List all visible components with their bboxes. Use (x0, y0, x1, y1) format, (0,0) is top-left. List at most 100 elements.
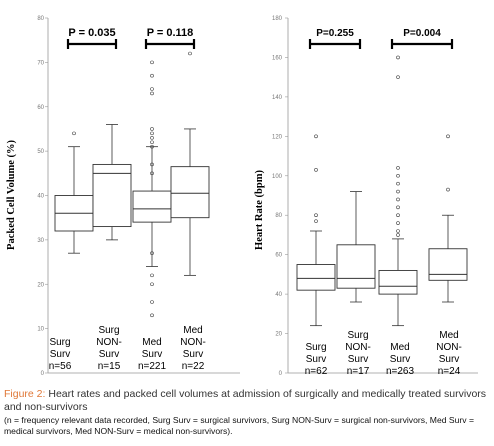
pcv-comparison-1: P = 0.035 (66, 27, 118, 49)
iqr-box (378, 269, 418, 295)
outlier-point (150, 60, 154, 65)
category-label-line: n=24 (438, 366, 461, 377)
pcv-box-4 (170, 51, 210, 276)
hr-y-axis-label: Heart Rate (bpm) (254, 170, 265, 250)
hr-ytick-label: 20 (275, 332, 282, 338)
category-label-line: Surv (99, 349, 120, 360)
pcv-category-label-4: Med NON-Surv n=22 (180, 325, 206, 372)
category-label-line: Med (390, 342, 409, 353)
pcv-box-1 (54, 131, 94, 254)
iqr-box (170, 166, 210, 219)
outlier-point (396, 173, 400, 178)
outlier-point (396, 55, 400, 60)
p-value-label: P=0.255 (316, 28, 354, 39)
pcv-ytick-label: 30 (37, 238, 44, 244)
hr-ytick-label: 60 (275, 253, 282, 259)
category-label-line: Surv (142, 349, 163, 360)
outlier-point (150, 313, 154, 318)
hr-box-3 (378, 55, 418, 327)
hr-ytick-label: 180 (272, 16, 283, 22)
pcv-ytick-label: 60 (37, 105, 44, 111)
outlier-point (150, 131, 154, 136)
category-label-line: Med (142, 337, 161, 348)
outlier-point (314, 168, 318, 172)
pcv-ytick-label: 50 (37, 149, 44, 155)
pcv-ytick-label: 0 (41, 371, 45, 377)
outlier-point (150, 171, 154, 176)
caption-body: Heart rates and packed cell volumes at a… (4, 388, 487, 413)
category-label-line: Surg (49, 337, 70, 348)
category-label-line: n=62 (305, 366, 328, 377)
category-label-line: Surg (98, 325, 119, 336)
hr-ytick-label: 160 (272, 55, 283, 61)
pcv-box-2 (92, 124, 132, 241)
category-label-line: NON- (96, 337, 122, 348)
hr-ytick-label: 100 (272, 174, 283, 180)
pcv-ytick-label: 20 (37, 282, 44, 288)
pcv-category-label-2: Surg NON-Surv n=15 (96, 325, 122, 372)
hr-category-label-1: Surg Surv n=62 (305, 342, 328, 377)
hr-ytick-label: 140 (272, 95, 283, 101)
pcv-ytick-label: 70 (37, 60, 44, 66)
category-label-line: Surv (390, 354, 411, 365)
category-label-line: NON- (180, 337, 206, 348)
outlier-point (150, 136, 154, 140)
outlier-point (150, 273, 154, 278)
category-label-line: Surv (348, 354, 369, 365)
hr-box-2 (336, 191, 376, 303)
pcv-ytick-label: 10 (37, 327, 44, 333)
outlier-point (396, 75, 400, 79)
hr-chart: 0 20 40 60 80 100 120 140 160 180 Heart Rate (bpm)… (254, 16, 478, 377)
category-label-line: Med (183, 325, 202, 336)
figure-caption: Figure 2: Heart rates and packed cell vo… (4, 388, 490, 436)
outlier-point (396, 205, 400, 210)
outlier-point (150, 91, 154, 96)
p-value-label: P=0.004 (403, 28, 441, 39)
pcv-comparison-2: P = 0.118 (144, 27, 196, 49)
outlier-point (150, 300, 154, 304)
hr-category-label-2: Surg NON-Surv n=17 (345, 330, 371, 377)
pcv-y-axis-label: Packed Cell Volume (%) (6, 140, 17, 250)
outlier-point (396, 229, 400, 233)
hr-ytick-label: 40 (275, 292, 282, 298)
p-value-label: P = 0.118 (147, 27, 194, 39)
category-label-line: n=22 (182, 361, 205, 372)
pcv-ytick-label: 80 (37, 16, 44, 22)
outlier-point (150, 144, 154, 149)
outlier-point (150, 162, 154, 167)
category-label-line: n=17 (347, 366, 370, 377)
category-label-line: Surv (183, 349, 204, 360)
outlier-point (396, 166, 400, 170)
category-label-line: Surg (305, 342, 326, 353)
outlier-point (188, 51, 192, 56)
category-label-line: Surv (439, 354, 460, 365)
outlier-point (150, 73, 154, 78)
category-label-line: n=15 (98, 361, 121, 372)
pcv-ytick-label: 40 (37, 194, 44, 200)
outlier-point (396, 189, 400, 194)
hr-ytick-label: 120 (272, 134, 283, 140)
iqr-box (132, 190, 172, 223)
category-label-line: Surv (50, 349, 71, 360)
category-label-line: Surv (306, 354, 327, 365)
outlier-point (314, 213, 318, 218)
category-label-line: Med (439, 330, 458, 341)
outlier-point (150, 127, 154, 131)
category-label-line: NON- (436, 342, 462, 353)
hr-comparison-2: P=0.004 (390, 28, 454, 49)
outlier-point (150, 140, 154, 145)
outlier-point (314, 219, 318, 223)
iqr-box (336, 244, 376, 289)
outlier-point (396, 233, 400, 237)
outlier-point (72, 131, 76, 136)
outlier-point (446, 134, 450, 139)
iqr-box (92, 163, 132, 228)
pcv-category-label-1: Surg Surv n=56 (49, 337, 72, 372)
hr-box-4 (428, 134, 468, 303)
caption-note: (n = frequency relevant data recorded, S… (4, 415, 474, 436)
outlier-point (446, 187, 450, 192)
category-label-line: n=263 (386, 366, 415, 377)
hr-box-1 (296, 134, 336, 327)
category-label-line: n=56 (49, 361, 72, 372)
outlier-point (150, 282, 154, 287)
